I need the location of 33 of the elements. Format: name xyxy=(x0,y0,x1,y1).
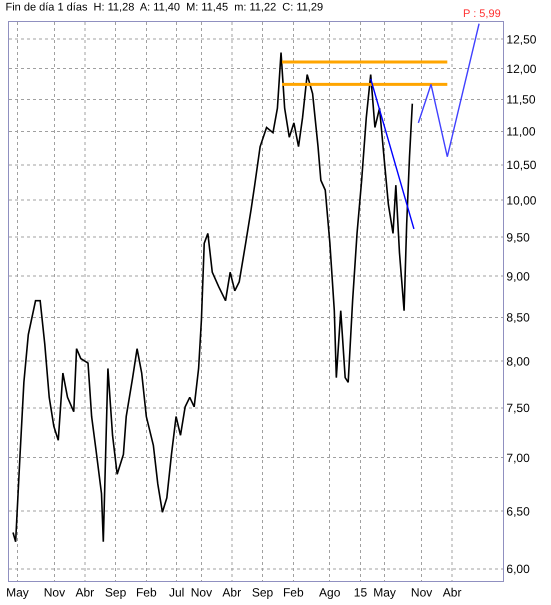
text: P : 5,99 xyxy=(463,8,501,20)
x-tick-label: Abr xyxy=(442,585,462,600)
x-tick-label: Feb xyxy=(282,585,304,600)
y-tick-label: 7,00 xyxy=(506,450,530,465)
y-tick-label: 11,50 xyxy=(506,92,536,106)
y-tick-label: 12,00 xyxy=(506,62,537,76)
x-tick-label: Abr xyxy=(75,585,94,600)
x-tick-label: Nov xyxy=(44,585,66,600)
x-tick-label: 15 xyxy=(354,585,368,600)
line-series xyxy=(418,22,480,158)
y-tick-label: 11,00 xyxy=(506,124,536,139)
y-tick-label: 6,50 xyxy=(506,504,530,518)
x-tick-label: Nov xyxy=(410,585,432,600)
x-tick-label: May xyxy=(6,585,29,600)
x-tick-label: Sep xyxy=(104,585,127,600)
y-tick-label: 10,00 xyxy=(506,193,537,208)
x-tick-label: Feb xyxy=(136,585,157,600)
x-tick-label: Jul xyxy=(169,585,184,600)
line-series xyxy=(12,52,414,543)
y-tick-label: 10,50 xyxy=(506,158,537,172)
x-tick-label: Abr xyxy=(222,585,242,600)
x-tick-label: Sep xyxy=(252,585,274,600)
x-tick-label: May xyxy=(373,585,396,600)
y-tick-label: 9,00 xyxy=(506,269,530,284)
y-tick-label: 9,50 xyxy=(506,230,530,244)
chart-title: Fin de día 1 días H: 11,28 A: 11,40 M: 11,45 m: 11,22 C: 11,29 xyxy=(6,2,324,14)
y-tick-label: 8,00 xyxy=(506,354,530,368)
x-tick-label: Nov xyxy=(190,585,212,600)
y-tick-label: 12,50 xyxy=(506,32,537,46)
y-tick-label: 8,50 xyxy=(506,310,530,325)
y-tick-label: 7,50 xyxy=(506,401,530,416)
y-tick-label: 6,00 xyxy=(506,562,530,576)
x-tick-label: Ago xyxy=(319,585,341,600)
